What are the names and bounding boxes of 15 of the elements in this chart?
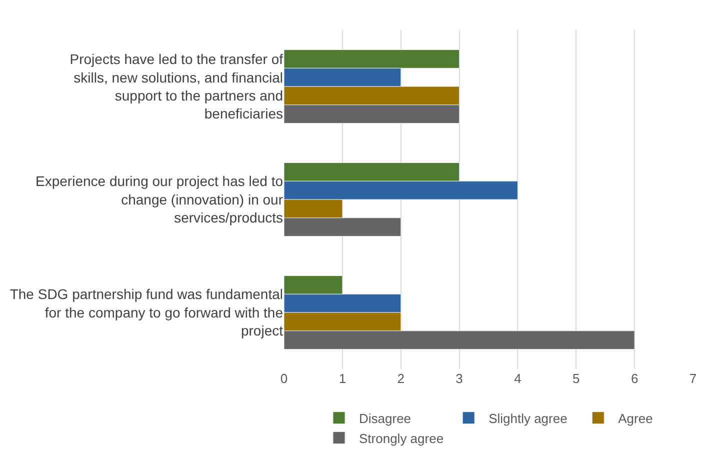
x-tick-label: 3 xyxy=(456,371,463,386)
y-tick-label: Experience during our project has led to change (innovation) in our services/products xyxy=(36,173,284,226)
x-tick-label: 4 xyxy=(514,371,522,386)
legend-label: Disagree xyxy=(359,410,412,426)
y-tick-label: Projects have led to the transfer of skills, new solutions, and financial support to the partners and beneficiaries xyxy=(70,51,284,122)
x-tick-label: 7 xyxy=(689,371,697,386)
y-tick-label: The SDG partnership fund was fundamental for the company to go forward with the project xyxy=(10,286,284,339)
legend-label: Strongly agree xyxy=(359,430,444,446)
x-tick-label: 6 xyxy=(630,371,638,386)
x-tick-label: 1 xyxy=(338,371,346,386)
legend-label: Slightly agree xyxy=(488,410,568,426)
legend-label: Agree xyxy=(618,410,653,426)
x-tick-label: 0 xyxy=(280,371,288,386)
x-tick-label: 5 xyxy=(572,371,580,386)
x-tick-label: 2 xyxy=(397,371,404,386)
